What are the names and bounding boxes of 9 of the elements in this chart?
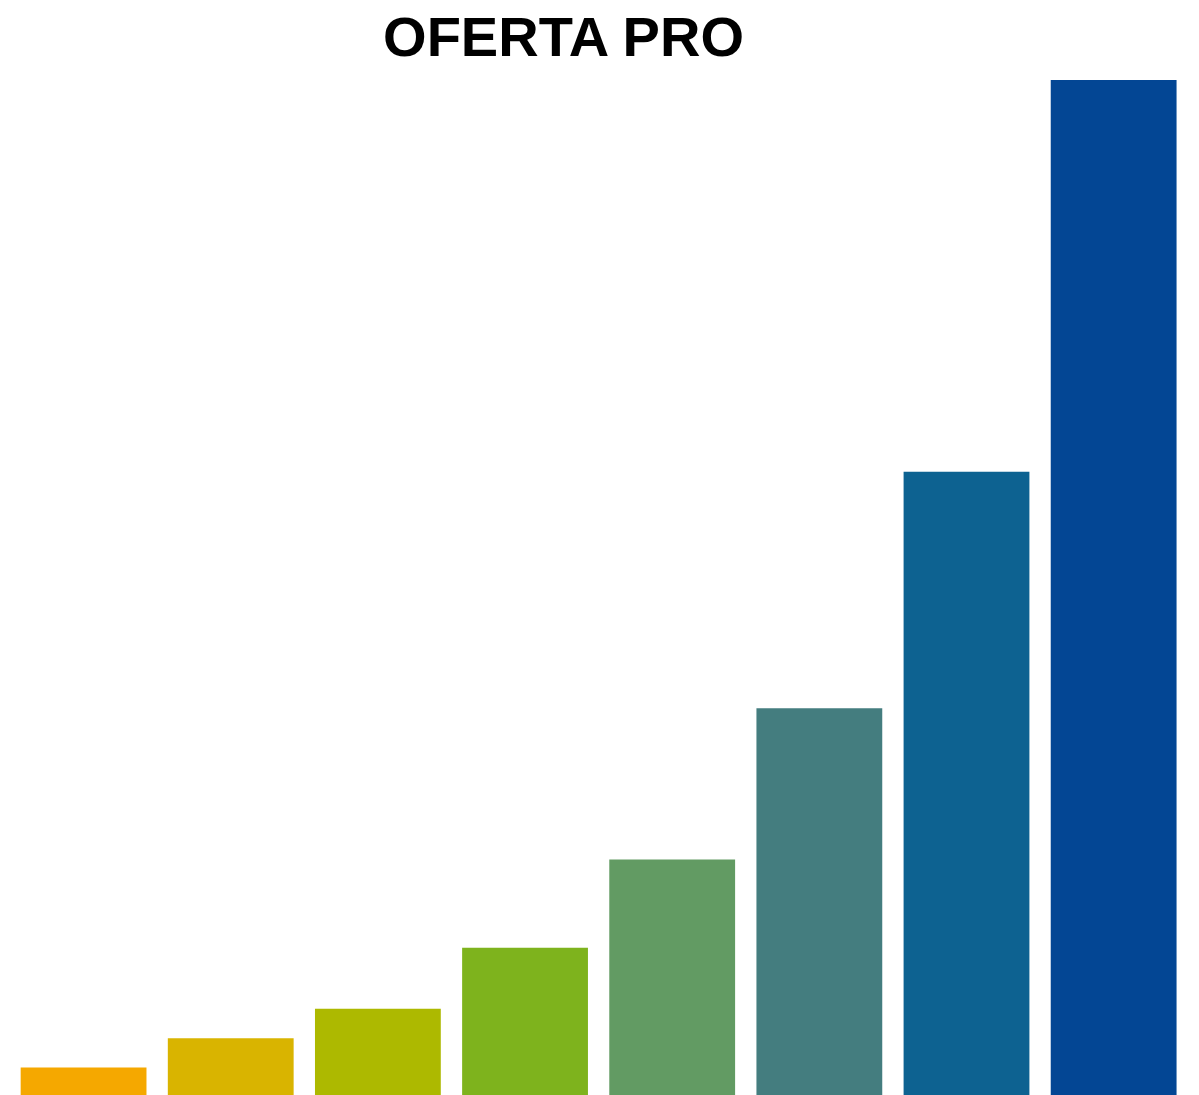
bar bbox=[756, 708, 883, 1095]
chart-title: OFERTA PRO bbox=[383, 4, 744, 68]
bar bbox=[903, 471, 1030, 1095]
bar bbox=[462, 947, 588, 1095]
bar bbox=[1050, 80, 1177, 1095]
bar bbox=[167, 1038, 294, 1095]
bar bbox=[609, 859, 736, 1095]
bar bbox=[20, 1067, 147, 1095]
bar bbox=[314, 1008, 441, 1095]
